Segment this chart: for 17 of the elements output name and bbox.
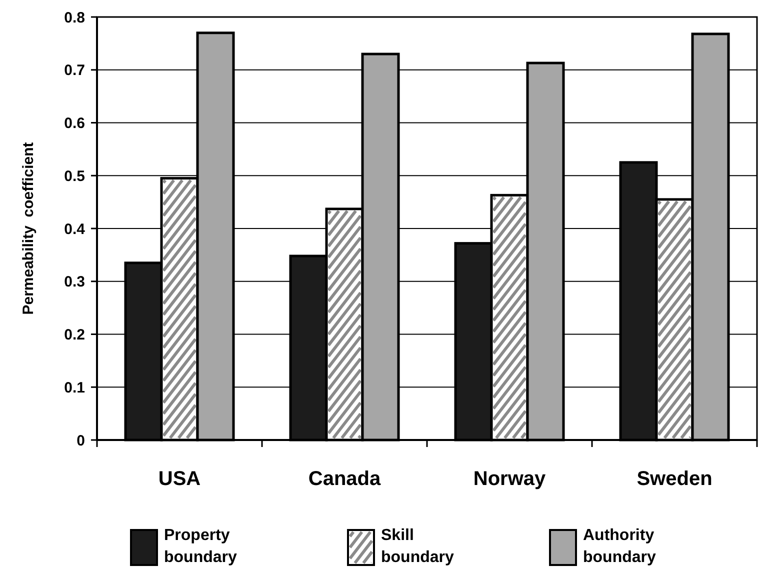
- y-tick-label: 0.8: [64, 9, 85, 26]
- y-tick-label: 0.4: [64, 220, 86, 238]
- x-tick-label: Canada: [308, 468, 382, 490]
- y-tick-label: 0: [76, 432, 85, 450]
- y-tick-label: 0.6: [64, 115, 85, 132]
- y-tick-label: 0.5: [64, 168, 85, 185]
- legend-label: Property boundary: [164, 527, 237, 566]
- y-tick-label: 0.7: [64, 62, 85, 80]
- legend-label: Authority boundary: [583, 527, 656, 566]
- x-tick-label: USA: [158, 468, 201, 490]
- x-tick-label: Norway: [473, 468, 546, 490]
- y-tick-label: 0.1: [64, 379, 85, 396]
- y-axis-title: Permeability coefficient: [20, 142, 37, 315]
- x-tick-label: Sweden: [636, 468, 712, 490]
- y-tick-label: 0.2: [64, 326, 85, 344]
- legend-label: Skill boundary: [381, 527, 454, 566]
- y-tick-label: 0.3: [64, 274, 85, 291]
